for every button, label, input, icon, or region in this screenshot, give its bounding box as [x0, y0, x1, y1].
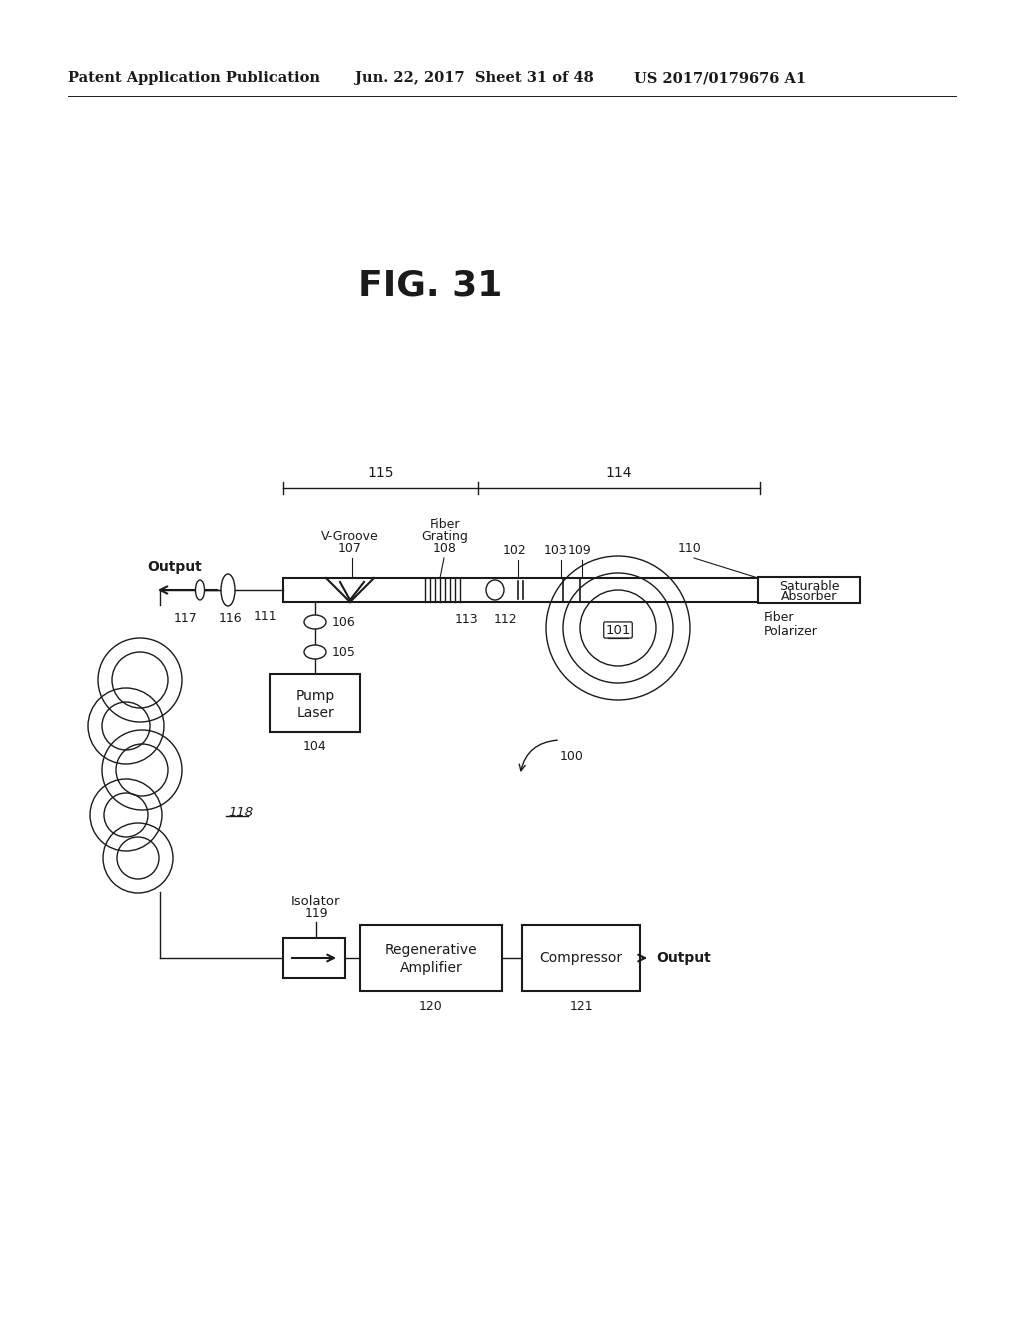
Text: 111: 111: [253, 610, 278, 623]
Bar: [758, 577, 860, 603]
Text: 116: 116: [218, 612, 242, 624]
Ellipse shape: [221, 574, 234, 606]
Text: Fiber: Fiber: [764, 611, 795, 624]
Text: Compressor: Compressor: [540, 950, 623, 965]
Ellipse shape: [304, 615, 326, 630]
Text: 113: 113: [455, 612, 478, 626]
Text: Polarizer: Polarizer: [764, 624, 818, 638]
Text: 114: 114: [606, 466, 632, 480]
Text: Grating: Grating: [422, 531, 468, 543]
Ellipse shape: [196, 579, 205, 601]
Text: 105: 105: [332, 645, 356, 659]
Text: Patent Application Publication: Patent Application Publication: [68, 71, 319, 84]
Bar: [360, 925, 502, 991]
Text: Fiber: Fiber: [430, 517, 460, 531]
Text: Output: Output: [147, 560, 203, 574]
Text: 121: 121: [569, 1001, 593, 1014]
Text: US 2017/0179676 A1: US 2017/0179676 A1: [634, 71, 806, 84]
Bar: [270, 675, 360, 733]
Text: 106: 106: [332, 615, 355, 628]
Text: Isolator: Isolator: [291, 895, 341, 908]
Text: Jun. 22, 2017  Sheet 31 of 48: Jun. 22, 2017 Sheet 31 of 48: [355, 71, 594, 84]
Text: 101: 101: [605, 623, 631, 636]
Text: 102: 102: [503, 544, 527, 557]
Text: 108: 108: [433, 543, 457, 554]
Bar: [283, 939, 345, 978]
Text: 119: 119: [304, 907, 328, 920]
Text: 118: 118: [228, 807, 253, 820]
Text: 115: 115: [368, 466, 394, 480]
Text: Laser: Laser: [296, 706, 334, 721]
Text: 100: 100: [560, 750, 584, 763]
Text: 117: 117: [174, 612, 198, 624]
Text: 104: 104: [303, 739, 327, 752]
Text: 109: 109: [568, 544, 592, 557]
Text: FIG. 31: FIG. 31: [357, 268, 502, 302]
Text: 110: 110: [678, 543, 701, 554]
Text: 112: 112: [494, 612, 517, 626]
Text: Regenerative: Regenerative: [385, 942, 477, 957]
Text: Saturable: Saturable: [778, 579, 840, 593]
Bar: [522, 925, 640, 991]
Text: Absorber: Absorber: [781, 590, 838, 603]
Ellipse shape: [486, 579, 504, 601]
Text: 107: 107: [338, 543, 361, 554]
Text: Amplifier: Amplifier: [399, 961, 463, 975]
Text: Pump: Pump: [295, 689, 335, 704]
Text: 120: 120: [419, 1001, 442, 1014]
Bar: [283, 578, 760, 602]
Text: Output: Output: [656, 950, 711, 965]
Text: 103: 103: [544, 544, 568, 557]
Text: V-Groove: V-Groove: [322, 531, 379, 543]
Ellipse shape: [304, 645, 326, 659]
